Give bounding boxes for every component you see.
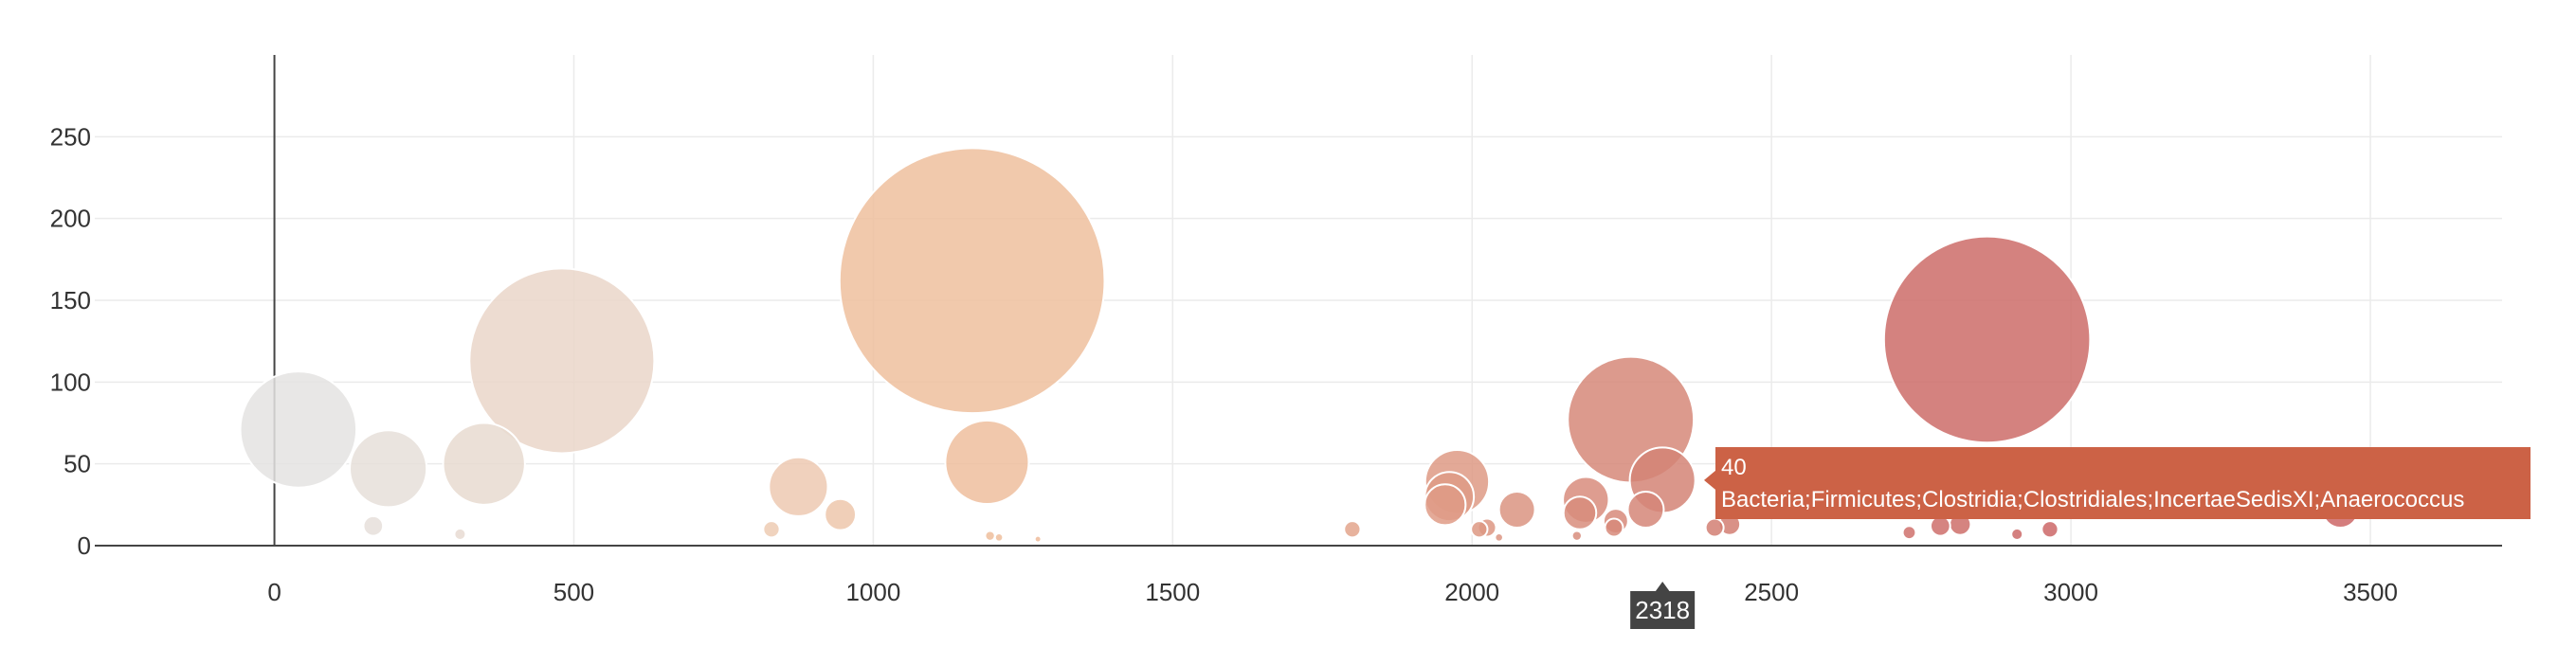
x-hover-label-arrow <box>1655 582 1671 592</box>
y-tick-label: 150 <box>50 286 91 315</box>
x-hover-label: 2318 <box>1635 596 1690 624</box>
x-tick-label: 2500 <box>1744 578 1799 606</box>
bubble[interactable] <box>984 530 996 542</box>
bubble[interactable] <box>442 422 526 506</box>
bubble[interactable] <box>762 520 781 539</box>
bubble[interactable] <box>768 456 829 517</box>
tick-labels: 0 500 1000 1500 2000 2500 3000 3500 0 50 100 150 200… <box>50 122 2398 606</box>
bubble[interactable] <box>1626 491 1665 530</box>
bubble[interactable] <box>1494 532 1504 543</box>
bubble[interactable] <box>1424 483 1467 527</box>
bubble[interactable] <box>944 419 1030 505</box>
bubble[interactable] <box>239 370 358 489</box>
bubble[interactable] <box>1704 517 1725 538</box>
bubble[interactable] <box>1033 534 1043 544</box>
y-tick-label: 200 <box>50 205 91 233</box>
x-tick-label: 3000 <box>2043 578 2098 606</box>
x-tick-label: 1500 <box>1145 578 1200 606</box>
bubble[interactable] <box>1470 520 1489 539</box>
y-tick-label: 0 <box>78 531 91 560</box>
y-tick-label: 50 <box>63 450 91 478</box>
hover-label-value: 40 <box>1721 455 1747 480</box>
bubble[interactable] <box>468 267 656 455</box>
bubble[interactable] <box>1882 235 2092 444</box>
bubble[interactable] <box>1929 514 1951 537</box>
bubble[interactable] <box>453 527 467 541</box>
bubble[interactable] <box>838 147 1106 415</box>
bubble[interactable] <box>2041 520 2059 539</box>
x-hover-label-box <box>1630 591 1696 629</box>
hover-label-box <box>1704 447 2531 519</box>
bubble[interactable] <box>1562 495 1598 530</box>
y-tick-label: 250 <box>50 122 91 151</box>
bubble[interactable] <box>993 532 1005 543</box>
x-tick-label: 3500 <box>2343 578 2398 606</box>
bubble[interactable] <box>1343 520 1362 539</box>
x-tick-label: 500 <box>553 578 594 606</box>
x-tick-label: 0 <box>267 578 281 606</box>
hover-label-taxonomy: Bacteria;Firmicutes;Clostridia;Clostridi… <box>1721 487 2464 512</box>
bubble[interactable] <box>2010 527 2024 541</box>
bubble[interactable] <box>1497 491 1536 530</box>
bubbles[interactable] <box>239 147 2360 544</box>
y-tick-label: 100 <box>50 368 91 396</box>
bubble[interactable] <box>1604 517 1624 538</box>
bubble[interactable] <box>824 497 858 531</box>
hover-tooltip: 2318 40 Bacteria;Firmicutes;Clostridia;C… <box>1630 447 2531 629</box>
bubble[interactable] <box>349 429 428 509</box>
x-tick-label: 2000 <box>1444 578 1499 606</box>
bubble[interactable] <box>1570 530 1583 542</box>
bubble[interactable] <box>1901 525 1917 541</box>
bubble[interactable] <box>362 514 385 537</box>
x-tick-label: 1000 <box>845 578 900 606</box>
